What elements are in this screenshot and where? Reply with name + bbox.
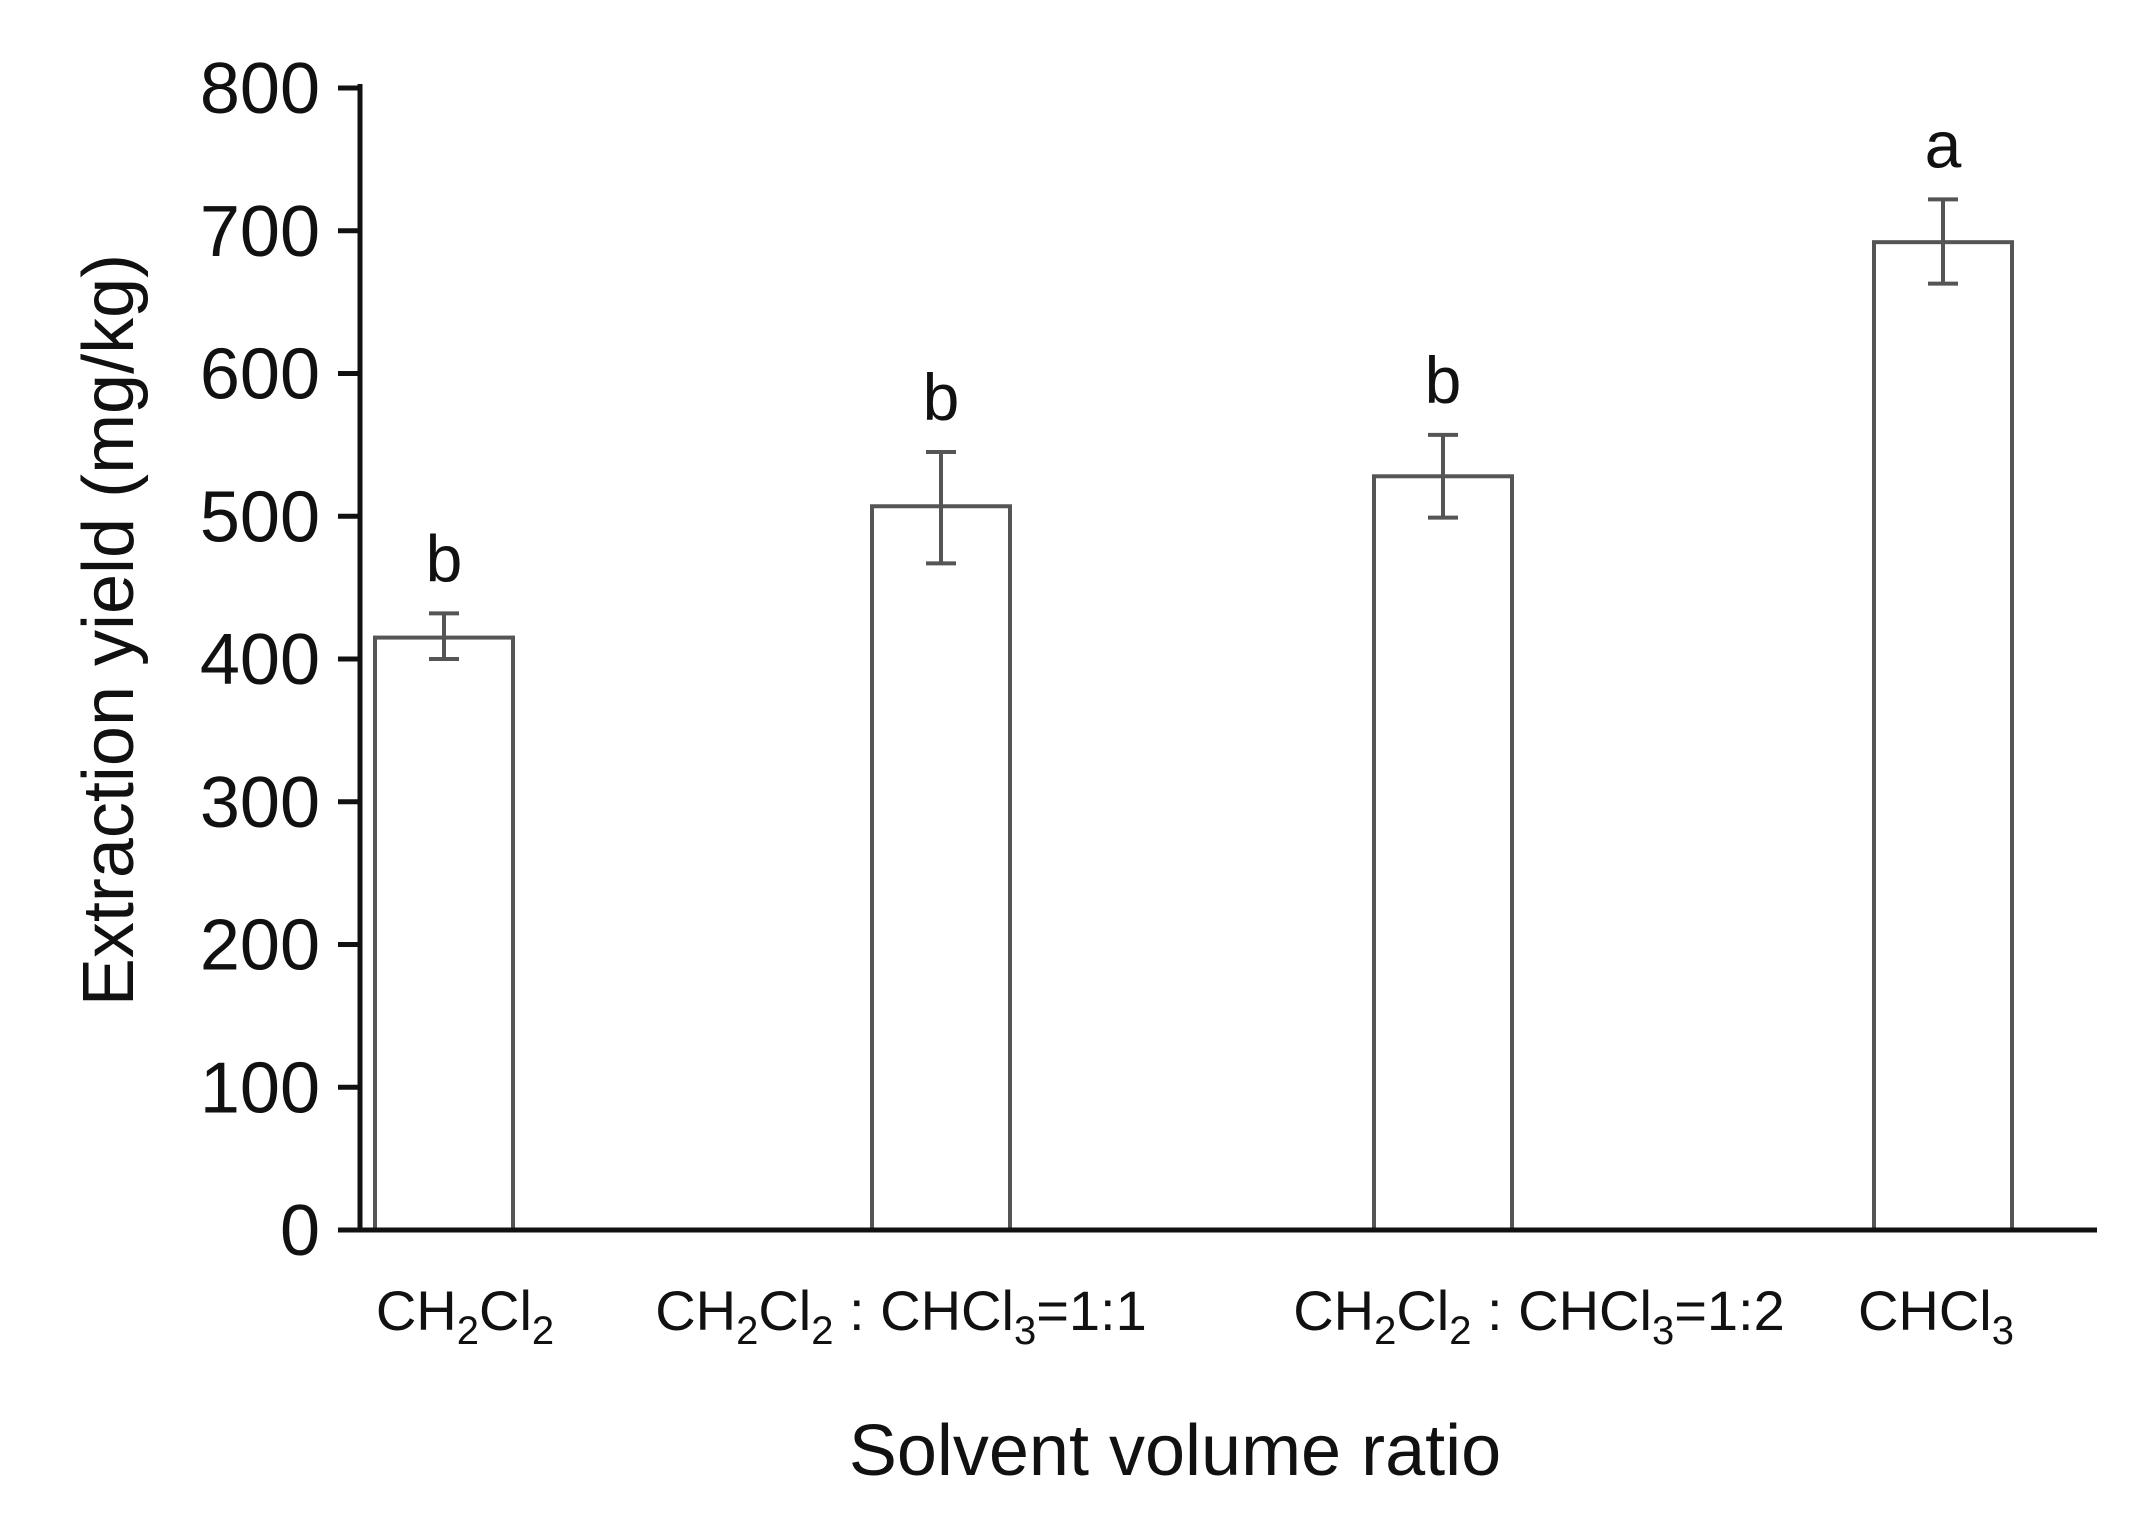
error-bar-3: [1428, 432, 1458, 520]
bar-4: [1872, 240, 2014, 1233]
error-bar-4: [1928, 197, 1958, 286]
labels-layer: b CH2​Cl2​ b CH2​Cl2​ : CHCl3​=1:1 b CH2​Cl2​…: [376, 107, 2014, 1353]
category-label-2: CH2​Cl2​ : CHCl3​=1:1: [655, 1279, 1147, 1353]
significance-letter-1: b: [426, 521, 463, 595]
y-tick-label: 200: [200, 906, 320, 986]
bars-layer: [373, 240, 2014, 1233]
category-label-3: CH2​Cl2​ : CHCl3​=1:2: [1293, 1279, 1785, 1353]
y-tick-label: 0: [280, 1191, 320, 1271]
y-tick-label: 600: [200, 335, 320, 415]
y-tick-label: 700: [200, 192, 320, 272]
significance-letter-3: b: [1425, 343, 1462, 417]
error-bars-layer: [429, 197, 1958, 661]
bar-3: [1372, 474, 1514, 1232]
y-tick-label: 300: [200, 763, 320, 843]
y-tick-label: 100: [200, 1048, 320, 1128]
axes-layer: 0 100 200 300 400 500 600 700 800: [200, 49, 2097, 1271]
y-axis-title: Extraction yield (mg/kg): [69, 254, 149, 1006]
y-tick-label: 500: [200, 477, 320, 557]
significance-letter-2: b: [923, 360, 960, 434]
error-bar-2: [926, 450, 956, 566]
category-label-4: CHCl3​: [1858, 1279, 2014, 1353]
y-tick-label: 800: [200, 49, 320, 129]
category-label-1: CH2​Cl2​: [376, 1279, 554, 1353]
bar-2: [870, 504, 1012, 1232]
significance-letter-4: a: [1925, 107, 1962, 181]
x-axis-title: Solvent volume ratio: [849, 1411, 1501, 1491]
error-bar-1: [429, 611, 459, 661]
y-tick-label: 400: [200, 620, 320, 700]
bar-1: [373, 635, 515, 1232]
